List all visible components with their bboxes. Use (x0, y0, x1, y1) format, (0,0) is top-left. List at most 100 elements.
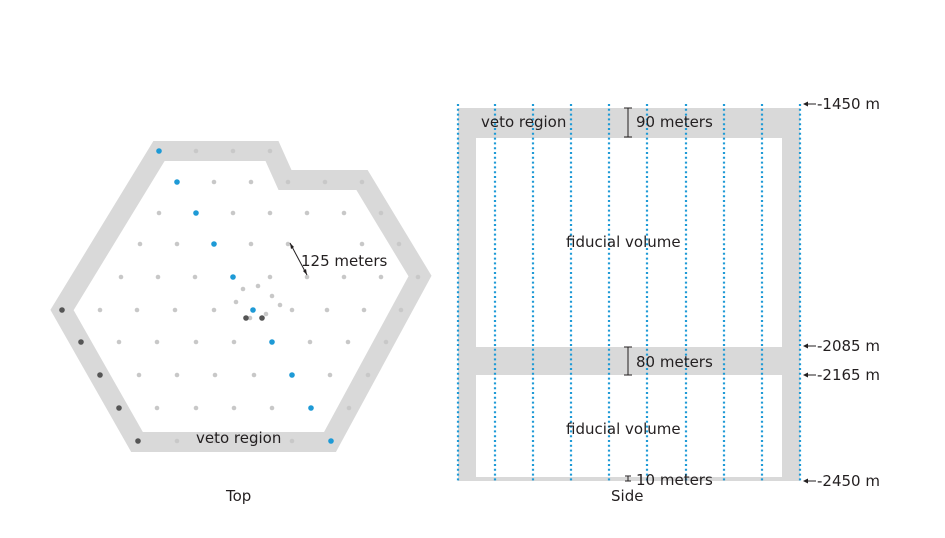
string-dot (193, 148, 199, 154)
bottom-veto-dimension (625, 475, 631, 482)
string-dot (341, 274, 347, 280)
string-dot (116, 339, 122, 345)
string-dot (137, 241, 143, 247)
string-dot (230, 148, 236, 154)
string-dot (247, 315, 253, 321)
string-dot (324, 307, 330, 313)
string-dot (136, 372, 142, 378)
top-veto-label: veto region (196, 429, 281, 447)
spacing-label: 125 meters (301, 252, 388, 270)
middle-veto-thickness: 80 meters (636, 353, 713, 371)
string-dot (327, 372, 333, 378)
side-view: veto region fiducial volume fiducial vol… (456, 95, 880, 505)
string-dot (192, 274, 198, 280)
string-dot (285, 241, 291, 247)
top-veto-dimension (624, 107, 632, 138)
string-dot (345, 339, 351, 345)
string-dark-dot (59, 307, 65, 313)
string-highlight-dot (308, 405, 314, 411)
string-dot (304, 210, 310, 216)
string-highlight-dot (211, 241, 217, 247)
middle-veto-dimension (624, 346, 632, 376)
string-dot (359, 241, 365, 247)
depth-markers: -1450 m -2085 m -2165 m -2450 m (803, 95, 880, 490)
depth-marker: -2165 m (803, 366, 880, 384)
depth-marker: -1450 m (803, 95, 880, 113)
string-dot (155, 274, 161, 280)
string-dot (193, 339, 199, 345)
string-highlight-dot (269, 339, 275, 345)
string-dark-dot (243, 315, 249, 321)
string-dot (383, 339, 389, 345)
top-veto-band (458, 108, 800, 138)
string-dot (285, 179, 291, 185)
string-highlight-dot (289, 372, 295, 378)
string-highlight-dot (193, 210, 199, 216)
string-highlight-dot (230, 274, 236, 280)
string-dot (212, 372, 218, 378)
string-dot (211, 307, 217, 313)
bottom-veto-thickness: 10 meters (636, 471, 713, 489)
string-dot (230, 210, 236, 216)
side-caption: Side (611, 487, 643, 505)
string-dot (378, 210, 384, 216)
string-dot (174, 241, 180, 247)
string-dot (415, 274, 421, 280)
side-veto-label: veto region (481, 113, 566, 131)
right-veto-wall (782, 108, 800, 481)
string-dot (263, 311, 269, 317)
string-dot (341, 210, 347, 216)
string-dot (231, 405, 237, 411)
string-dark-dot (135, 438, 141, 444)
top-view: 125 meters veto region Top (50, 141, 432, 505)
string-dark-dot (78, 339, 84, 345)
string-dot (172, 307, 178, 313)
depth-marker: -2450 m (803, 472, 880, 490)
string-dot (134, 307, 140, 313)
string-dot (359, 179, 365, 185)
string-dot (212, 438, 218, 444)
string-dot (193, 405, 199, 411)
string-dot (211, 179, 217, 185)
string-dot (304, 274, 310, 280)
string-highlight-dot (328, 438, 334, 444)
top-caption: Top (225, 487, 251, 505)
string-dot (248, 179, 254, 185)
string-dot (378, 274, 384, 280)
depth-marker: -2085 m (803, 337, 880, 355)
string-dark-dot (116, 405, 122, 411)
string-dot (289, 307, 295, 313)
depth-label: -2165 m (817, 366, 880, 384)
string-dot (251, 438, 257, 444)
string-dark-dot (97, 372, 103, 378)
top-veto-region (50, 141, 432, 452)
string-dot (277, 302, 283, 308)
string-dot (269, 293, 275, 299)
string-highlight-dot (250, 307, 256, 313)
depth-label: -1450 m (817, 95, 880, 113)
top-string-grid (59, 148, 421, 444)
side-string-lines (456, 104, 802, 481)
string-dot (251, 372, 257, 378)
fiducial-upper-label: fiducial volume (566, 233, 681, 251)
depth-label: -2450 m (817, 472, 880, 490)
fiducial-lower-label: fiducial volume (566, 420, 681, 438)
string-dot (365, 372, 371, 378)
string-dot (267, 210, 273, 216)
string-dot (154, 405, 160, 411)
string-dot (267, 274, 273, 280)
depth-label: -2085 m (817, 337, 880, 355)
string-dot (154, 339, 160, 345)
side-veto-region (458, 108, 800, 481)
string-dot (396, 241, 402, 247)
spacing-dimension (289, 242, 308, 276)
string-dot (118, 274, 124, 280)
bottom-veto-band (458, 477, 800, 481)
string-highlight-dot (174, 179, 180, 185)
string-dot (361, 307, 367, 313)
string-dot (174, 372, 180, 378)
string-dot (289, 438, 295, 444)
string-highlight-dot (156, 148, 162, 154)
string-dot (346, 405, 352, 411)
